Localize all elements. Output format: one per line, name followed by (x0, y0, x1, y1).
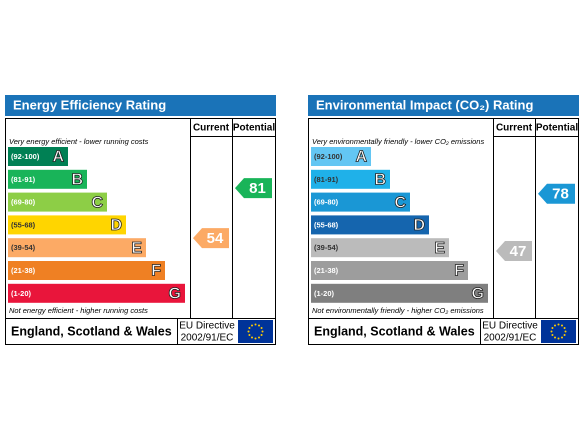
directive: EU Directive (482, 321, 538, 332)
band-letter: C (91, 194, 103, 211)
band-range: (55-68) (314, 220, 339, 229)
eu-star (557, 337, 560, 340)
eu-star (563, 334, 566, 336)
band-bar (311, 169, 390, 189)
band-bar (8, 147, 68, 166)
band-range: (55-68) (11, 220, 36, 229)
band-letter: B (374, 172, 386, 189)
band-letter: D (413, 217, 425, 234)
eu-star (554, 336, 556, 339)
rating-arrow (193, 228, 229, 249)
band-bar (8, 192, 107, 212)
panel-frame (5, 118, 276, 345)
rating-arrow (235, 178, 272, 199)
band-bar (311, 192, 410, 212)
band-letter: E (434, 240, 445, 257)
band-letter: D (110, 217, 122, 234)
eu-star (258, 336, 260, 339)
band-range: (81-91) (11, 175, 36, 184)
rating-value: 47 (510, 243, 527, 260)
band-letter: C (394, 194, 406, 211)
panel-title: Energy Efficiency Rating (13, 97, 166, 112)
band-letter: G (169, 286, 181, 303)
band-letter: A (355, 149, 367, 166)
band-bar (311, 215, 429, 235)
eu-star (251, 336, 253, 339)
eu-star (248, 327, 251, 329)
eu-flag (541, 320, 576, 343)
band-bar (8, 283, 185, 303)
band-bar (311, 283, 488, 303)
eu-star (561, 324, 563, 327)
band-range: (69-80) (314, 198, 339, 207)
band-bar (8, 215, 126, 235)
eu-star (554, 324, 556, 327)
bottom-note: Not environmentally friendly - higher CO… (312, 306, 484, 315)
band-range: (1-20) (11, 289, 32, 298)
eu-star (563, 327, 566, 329)
eu-star (550, 330, 553, 333)
band-range: (21-38) (314, 266, 339, 275)
band-range: (39-54) (314, 243, 339, 252)
eu-star (248, 334, 251, 336)
rating-value: 54 (207, 230, 224, 247)
band-bar (311, 261, 468, 280)
directive: 2002/91/EC (181, 333, 234, 344)
column-header: Potential (536, 123, 578, 134)
rating-arrow (538, 183, 575, 204)
band-bar (311, 238, 449, 258)
band-bar (8, 169, 87, 189)
eu-star (247, 330, 250, 333)
band-letter: A (52, 149, 64, 166)
band-range: (81-91) (314, 175, 339, 184)
band-letter: F (151, 263, 161, 280)
band-range: (39-54) (11, 243, 36, 252)
rating-value: 81 (249, 180, 266, 197)
eu-star (557, 323, 560, 326)
band-letter: F (454, 263, 464, 280)
eu-star (260, 334, 263, 336)
eu-star (551, 327, 554, 329)
rating-arrow (496, 241, 532, 262)
band-range: (1-20) (314, 289, 335, 298)
eu-star (254, 337, 257, 340)
panel-title: Environmental Impact (CO₂) Rating (316, 97, 533, 112)
eu-star (251, 324, 253, 327)
rating-value: 78 (552, 186, 569, 203)
eu-star (260, 327, 263, 329)
eu-star (254, 323, 257, 326)
top-note: Very environmentally friendly - lower CO… (312, 137, 484, 146)
header-bar (5, 95, 276, 116)
footer-region: England, Scotland & Wales (314, 324, 475, 338)
band-range: (92-100) (314, 152, 343, 161)
panel-frame (308, 118, 579, 345)
column-header: Potential (233, 123, 275, 134)
band-bar (311, 147, 371, 166)
directive: 2002/91/EC (484, 333, 537, 344)
eu-star (261, 330, 264, 333)
eu-star (551, 334, 554, 336)
footer-region: England, Scotland & Wales (11, 324, 172, 338)
band-letter: G (472, 286, 484, 303)
header-bar (308, 95, 579, 116)
top-note: Very energy efficient - lower running co… (9, 137, 149, 146)
band-letter: B (71, 172, 83, 189)
band-range: (21-38) (11, 266, 36, 275)
eu-star (564, 330, 567, 333)
eu-flag (238, 320, 273, 343)
band-range: (92-100) (11, 152, 40, 161)
band-bar (8, 238, 146, 258)
band-range: (69-80) (11, 198, 36, 207)
eu-star (561, 336, 563, 339)
band-bar (8, 261, 165, 280)
band-letter: E (131, 240, 142, 257)
bottom-note: Not energy efficient - higher running co… (9, 306, 148, 315)
column-header: Current (496, 123, 533, 134)
column-header: Current (193, 123, 230, 134)
directive: EU Directive (179, 321, 235, 332)
eu-star (258, 324, 260, 327)
